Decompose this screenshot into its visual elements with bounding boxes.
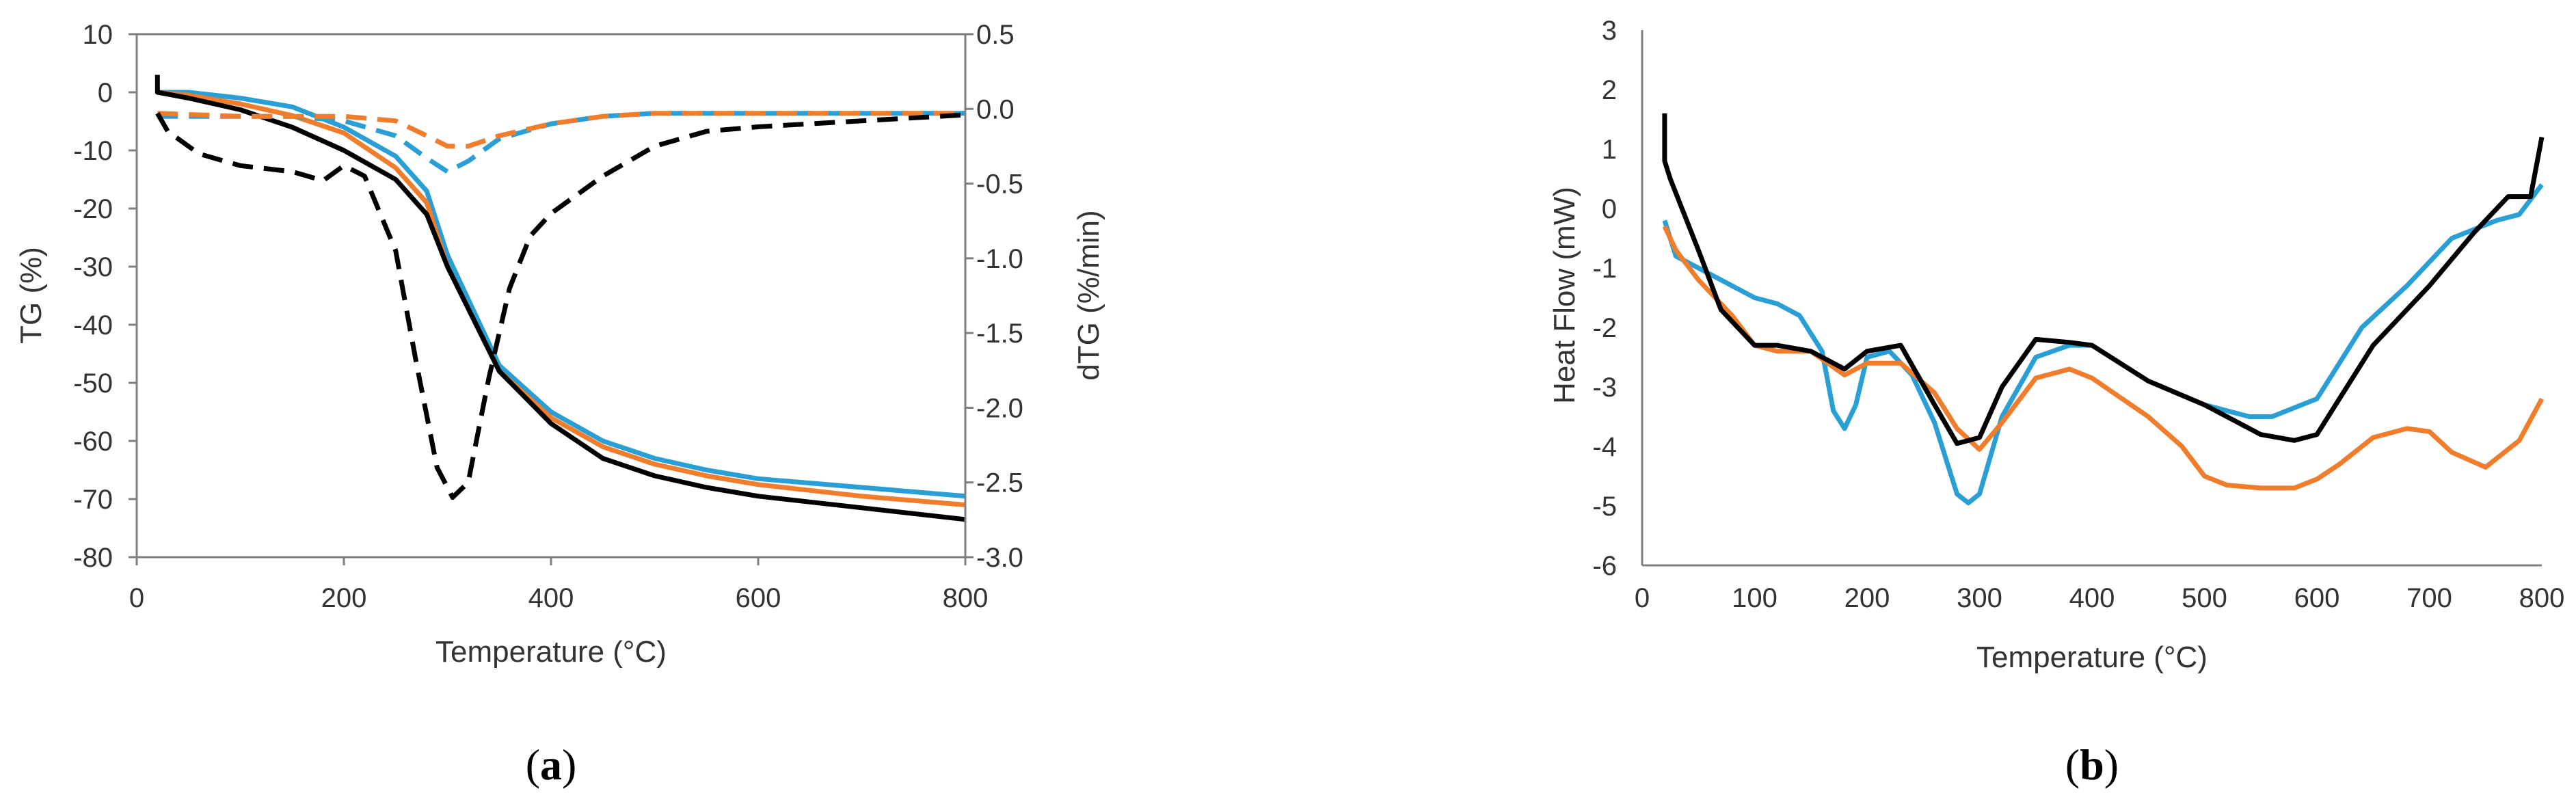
panel-a-series-dashed-3-line: [157, 111, 965, 174]
panel-b-x-tick-label: 100: [1732, 583, 1777, 613]
caption-a: (a): [526, 740, 577, 789]
panel-b-x-tick-label: 0: [1635, 583, 1650, 613]
panel-a-y2-tick-label: -2.0: [976, 393, 1023, 423]
panel-b-x-tick-label: 400: [2069, 583, 2115, 613]
panel-a-y-tick-label: -10: [73, 136, 113, 166]
panel-a-y2-tick-label: -1.5: [976, 319, 1023, 349]
caption-b-letter: b: [2080, 740, 2104, 789]
panel-b-x-tick-label: 600: [2294, 583, 2340, 613]
panel-b-y-tick-label: -5: [1592, 492, 1617, 522]
panel-a-y2-ticks: 0.5 0.0 -0.5 -1.0 -1.5 -2.0 -2.5 -3.0: [965, 20, 1023, 573]
panel-a-y2-tick-label: -1.0: [976, 244, 1023, 274]
panel-b-y-tick-label: 2: [1602, 75, 1617, 105]
panel-a-x-ticks: 0 200 400 600 800: [129, 557, 989, 613]
panel-a-series-solid-2-line: [155, 75, 966, 522]
panel-b-y-tick-label: 1: [1602, 135, 1617, 165]
panel-a-y-tick-label: -70: [73, 485, 113, 515]
panel-a-y-axis-label: TG (%): [14, 247, 48, 344]
panel-b-series-solid-0-line: [1662, 183, 2544, 506]
panel-b-series: [1662, 113, 2545, 506]
panel-a-series-dashed-5-line: [155, 112, 966, 500]
panel-b-y-tick-label: 0: [1602, 194, 1617, 224]
panel-a-y-tick-label: -30: [73, 252, 113, 282]
panel-a-y-tick-label: -60: [73, 427, 113, 457]
panel-a-y-ticks: 10 0 -10 -20 -30 -40 -50 -60 -70 -80: [73, 20, 137, 573]
panel-a-x-tick-label: 0: [129, 583, 144, 613]
panel-b-y-tick-label: 3: [1602, 16, 1617, 46]
panel-a-y-tick-label: 10: [83, 20, 113, 50]
panel-b-x-tick-label: 300: [1957, 583, 2002, 613]
panel-a-series-dashed-4-line: [157, 111, 965, 149]
panel-b-y-ticks: 3 2 1 0 -1 -2 -3 -4 -5 -6: [1592, 16, 1617, 581]
panel-a-y2-tick-label: -2.5: [976, 468, 1023, 498]
panel-a-y-tick-label: -40: [73, 310, 113, 340]
panel-b-x-tick-label: 200: [1844, 583, 1890, 613]
panel-b-x-ticks: 0 100 200 300 400 500 600 700 800: [1635, 583, 2565, 613]
panel-a-y-tick-label: -20: [73, 194, 113, 224]
panel-a-y2-tick-label: -3.0: [976, 543, 1023, 573]
caption-b: (b): [2065, 740, 2119, 789]
panel-a-y2-tick-label: 0.0: [976, 94, 1015, 124]
panel-b-y-tick-label: -2: [1592, 313, 1617, 343]
panel-b-x-tick-label: 800: [2519, 583, 2565, 613]
panel-a-x-tick-label: 800: [943, 583, 989, 613]
panel-b-x-axis-label: Temperature (°C): [1976, 641, 2208, 674]
panel-b-heat-flow-chart: 0 100 200 300 400 500 600 700 800 3 2 1 0 -1 -2 -3 -4 -5…: [1548, 16, 2564, 674]
panel-b-series-solid-1-line: [1662, 225, 2545, 491]
panel-a-series-solid-0-line: [157, 90, 966, 499]
panel-a-y2-axis-label: dTG (%/min): [1072, 210, 1105, 380]
panel-a-y-tick-label: -80: [73, 543, 113, 573]
panel-b-y-tick-label: -3: [1592, 373, 1617, 403]
panel-a-x-axis-label: Temperature (°C): [435, 635, 667, 669]
panel-a-tg-dtg-chart: 0 200 400 600 800 10 0 -10 -20 -30 -40 -50 -60 -70 -8…: [14, 20, 1105, 669]
panel-a-y2-tick-label: 0.5: [976, 20, 1015, 50]
caption-a-letter: a: [540, 740, 562, 789]
panel-b-x-tick-label: 500: [2182, 583, 2227, 613]
panel-a-series: [155, 75, 966, 522]
panel-b-y-tick-label: -4: [1592, 432, 1617, 462]
panel-a-y-tick-label: 0: [98, 78, 113, 108]
panel-b-series-solid-2-line: [1662, 113, 2545, 446]
panel-a-x-tick-label: 600: [736, 583, 781, 613]
panel-b-y-axis-label: Heat Flow (mW): [1548, 187, 1581, 404]
panel-b-y-tick-label: -1: [1592, 254, 1617, 284]
panel-b-y-tick-label: -6: [1592, 551, 1617, 581]
panel-a-y-tick-label: -50: [73, 368, 113, 399]
panel-a-x-tick-label: 400: [528, 583, 574, 613]
panel-a-series-solid-1-line: [157, 90, 966, 507]
panel-b-x-tick-label: 700: [2406, 583, 2452, 613]
panel-a-x-tick-label: 200: [321, 583, 367, 613]
panel-a-y2-tick-label: -0.5: [976, 170, 1023, 200]
